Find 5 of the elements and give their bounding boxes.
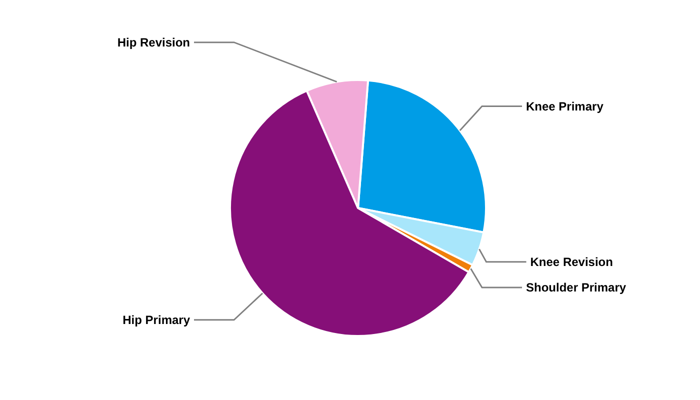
slice-label: Shoulder Primary (526, 280, 626, 295)
slice-label: Knee Primary (526, 99, 604, 114)
slice-label: Hip Revision (117, 35, 190, 50)
slice-label: Knee Revision (530, 254, 613, 269)
slice-label: Hip Primary (122, 312, 190, 327)
